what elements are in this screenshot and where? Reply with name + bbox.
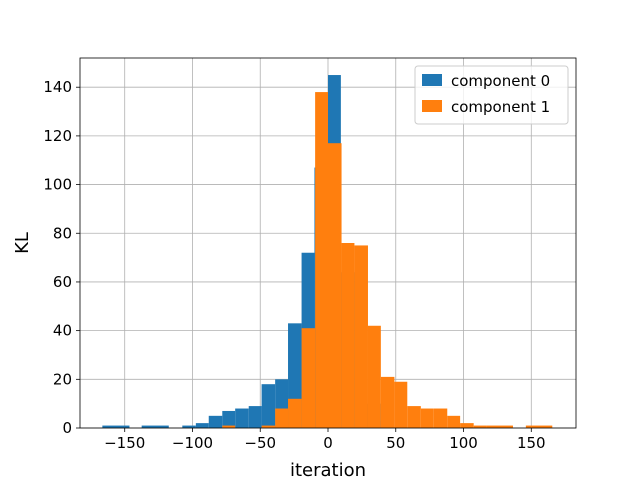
x-tick-label: 0 bbox=[323, 434, 333, 452]
histogram-bar bbox=[473, 425, 487, 428]
legend-box bbox=[414, 65, 569, 125]
histogram-bar bbox=[380, 376, 395, 428]
histogram-bar bbox=[261, 425, 276, 428]
histogram-bar bbox=[141, 425, 169, 428]
histogram-bar bbox=[248, 406, 262, 428]
y-tick-label: 140 bbox=[43, 78, 72, 96]
histogram-bar bbox=[195, 423, 209, 428]
legend-label-component-0: component 0 bbox=[451, 72, 550, 90]
legend: component 0 component 1 bbox=[414, 65, 569, 125]
histogram-bar bbox=[460, 423, 474, 428]
x-axis-ticks: −150 −100 −50 0 50 100 150 bbox=[104, 428, 546, 452]
histogram-bar bbox=[315, 92, 328, 428]
histogram-bar bbox=[407, 406, 421, 428]
histogram-bar bbox=[354, 245, 368, 428]
histogram-bar bbox=[275, 408, 289, 428]
x-tick-label: −50 bbox=[244, 434, 276, 452]
series-component-1-bars bbox=[222, 92, 553, 428]
y-axis-ticks: 0 20 40 60 80 100 120 140 bbox=[43, 78, 80, 437]
histogram-bar bbox=[486, 425, 513, 428]
histogram-bar bbox=[102, 425, 130, 428]
histogram-bar bbox=[328, 143, 342, 428]
x-tick-label: 150 bbox=[517, 434, 546, 452]
x-tick-label: −100 bbox=[172, 434, 213, 452]
legend-label-component-1: component 1 bbox=[451, 98, 550, 116]
histogram-bar bbox=[208, 415, 223, 428]
histogram-bar bbox=[222, 425, 236, 428]
x-tick-label: 100 bbox=[449, 434, 478, 452]
histogram-bar bbox=[182, 425, 196, 428]
y-tick-label: 100 bbox=[43, 176, 72, 194]
histogram-bar bbox=[235, 408, 249, 428]
y-tick-label: 0 bbox=[62, 419, 72, 437]
x-tick-label: 50 bbox=[386, 434, 405, 452]
histogram-bar bbox=[222, 410, 236, 428]
histogram-bar bbox=[288, 398, 302, 428]
legend-swatch-component-0 bbox=[422, 74, 442, 86]
legend-swatch-component-1 bbox=[422, 100, 442, 112]
histogram-bar bbox=[433, 408, 448, 428]
histogram-bar bbox=[341, 243, 355, 428]
y-tick-label: 40 bbox=[53, 322, 72, 340]
y-tick-label: 120 bbox=[43, 127, 72, 145]
y-axis-label: KL bbox=[12, 232, 33, 254]
histogram-bar bbox=[367, 325, 381, 428]
y-tick-label: 60 bbox=[53, 273, 72, 291]
x-axis-label: iteration bbox=[290, 460, 366, 480]
y-tick-label: 20 bbox=[53, 370, 72, 388]
histogram-bar bbox=[525, 425, 553, 428]
histogram-bar bbox=[420, 408, 434, 428]
histogram-bar bbox=[394, 381, 408, 428]
histogram-bar bbox=[447, 415, 461, 428]
x-tick-label: −150 bbox=[104, 434, 145, 452]
histogram-bar bbox=[261, 384, 276, 428]
y-tick-label: 80 bbox=[53, 224, 72, 242]
histogram-bar bbox=[301, 328, 316, 428]
